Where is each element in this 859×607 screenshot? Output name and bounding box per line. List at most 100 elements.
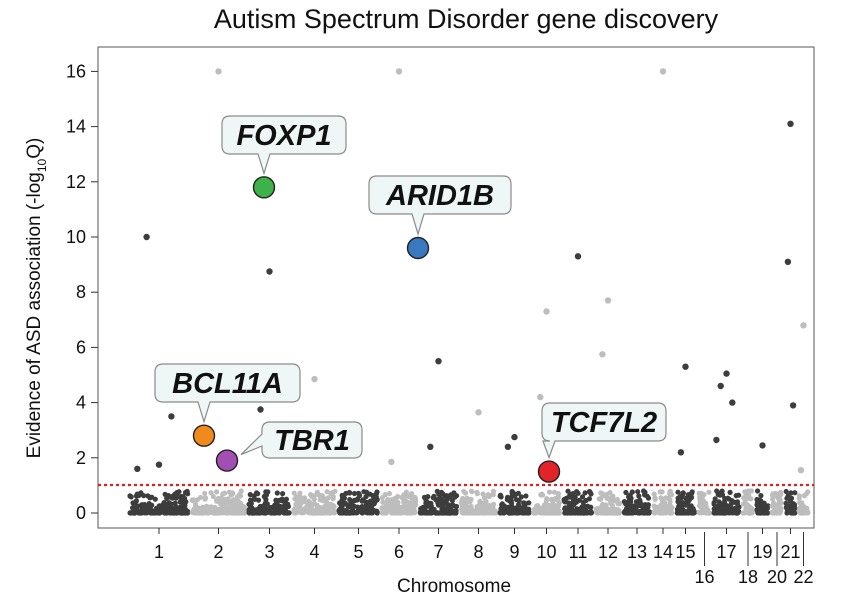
data-point	[623, 510, 629, 516]
data-point	[177, 499, 183, 505]
data-point	[474, 504, 480, 510]
data-point	[604, 491, 610, 497]
data-point	[523, 493, 529, 499]
data-point	[556, 503, 562, 509]
data-point	[177, 510, 183, 516]
data-point	[262, 510, 269, 516]
data-point	[675, 499, 681, 505]
data-point	[642, 509, 648, 515]
data-point	[717, 382, 724, 390]
data-point	[579, 494, 586, 500]
data-point	[439, 509, 445, 516]
gene-label: ARID1B	[385, 180, 494, 212]
data-point	[485, 492, 491, 498]
data-point	[280, 491, 286, 497]
data-point	[202, 490, 208, 496]
data-point	[347, 497, 353, 503]
data-point	[132, 504, 138, 511]
data-point	[311, 375, 318, 383]
data-point	[612, 506, 619, 512]
data-point	[483, 498, 489, 505]
data-point	[301, 509, 307, 516]
data-point	[361, 504, 367, 510]
data-point	[247, 497, 254, 503]
data-point	[667, 496, 673, 503]
data-point	[641, 488, 647, 494]
data-point	[146, 502, 152, 508]
data-point	[427, 443, 434, 450]
data-point	[182, 495, 188, 502]
data-point	[363, 494, 369, 500]
data-point	[394, 505, 400, 511]
data-point	[733, 493, 739, 499]
data-point	[576, 497, 582, 503]
data-point	[219, 504, 225, 510]
data-point	[797, 467, 805, 474]
data-point	[280, 508, 286, 514]
data-point	[474, 489, 480, 495]
data-point	[682, 363, 689, 370]
data-point	[182, 489, 189, 496]
data-point	[230, 501, 236, 507]
data-point	[354, 497, 360, 503]
data-point	[220, 508, 226, 515]
data-point	[319, 493, 325, 499]
data-point	[388, 458, 395, 466]
data-point	[616, 510, 622, 516]
data-point	[213, 497, 220, 503]
data-point	[497, 492, 504, 498]
data-point	[651, 491, 657, 497]
highlighted-gene-point	[406, 236, 430, 260]
data-point	[459, 497, 465, 503]
y-tick-label: 0	[76, 503, 86, 523]
data-point	[480, 510, 486, 516]
data-point	[145, 493, 151, 499]
data-point	[726, 510, 732, 516]
data-point	[775, 510, 782, 516]
data-point	[538, 492, 544, 498]
x-tick-label: 3	[264, 542, 274, 562]
data-point	[501, 510, 507, 516]
data-point	[210, 493, 216, 500]
data-point	[130, 510, 136, 516]
data-point	[356, 490, 362, 496]
data-point	[688, 492, 694, 498]
data-point	[421, 509, 427, 515]
data-point	[604, 297, 612, 304]
data-point	[801, 493, 808, 499]
data-point	[469, 507, 475, 513]
gene-label: BCL11A	[172, 368, 283, 400]
data-point	[237, 493, 244, 499]
data-point	[582, 509, 589, 515]
x-tick-label: 8	[473, 542, 483, 562]
data-point	[263, 489, 269, 495]
x-tick-label: 11	[569, 542, 588, 562]
data-point	[599, 351, 606, 358]
data-point	[734, 508, 741, 514]
scatter-points	[127, 68, 811, 516]
data-point	[662, 506, 668, 512]
data-point	[504, 443, 512, 450]
data-point	[574, 253, 582, 260]
data-point	[291, 490, 297, 496]
data-point	[395, 509, 401, 516]
data-point	[262, 505, 268, 511]
y-tick-label: 8	[76, 282, 86, 302]
data-point	[788, 490, 794, 496]
data-point	[215, 68, 222, 75]
data-point	[482, 503, 488, 509]
data-point	[744, 502, 750, 508]
data-point	[367, 498, 374, 504]
data-point	[364, 489, 370, 495]
gene-callout	[368, 175, 512, 237]
x-tick-label: 1	[154, 542, 164, 562]
data-point	[220, 491, 226, 497]
data-point	[706, 489, 712, 495]
data-point	[758, 493, 764, 499]
data-point	[652, 508, 658, 514]
data-point	[770, 509, 776, 515]
data-point	[741, 510, 747, 516]
data-point	[168, 501, 174, 507]
x-axis-label: Chromosome	[397, 576, 511, 597]
